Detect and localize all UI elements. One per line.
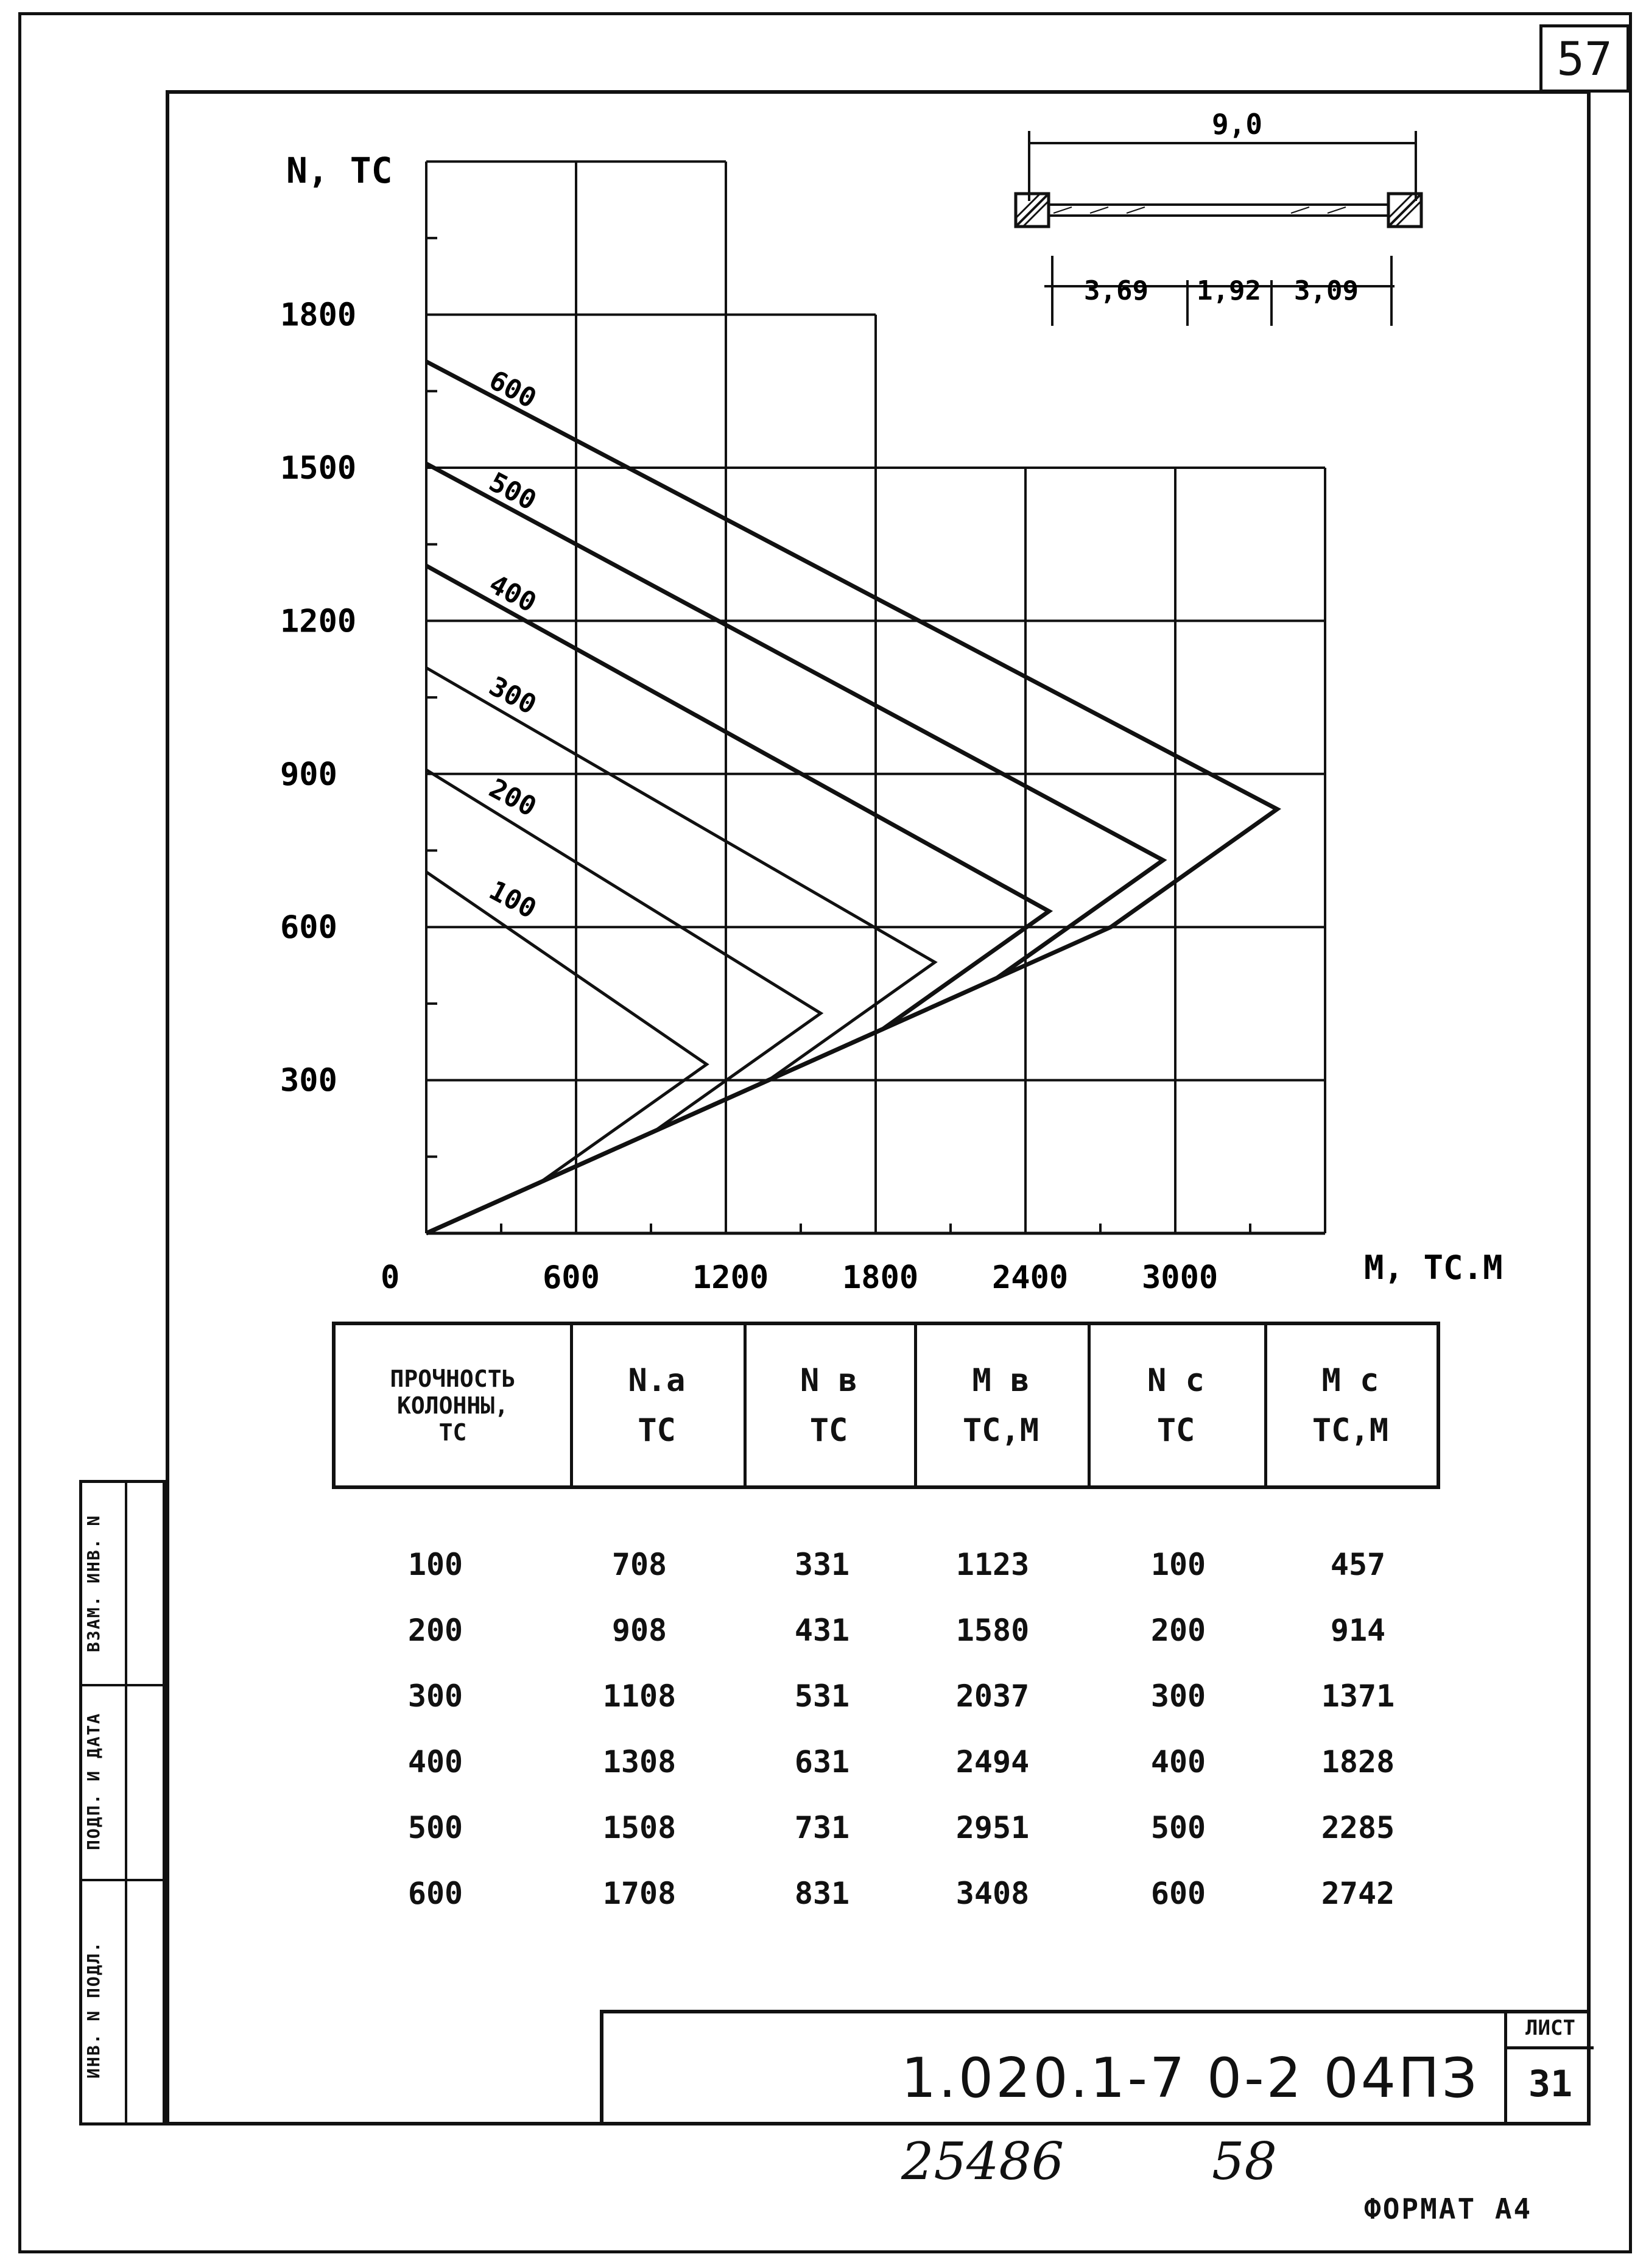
table-cell: 2037 (955, 1678, 1030, 1714)
format-label: ФОРМАТ А4 (1364, 2192, 1533, 2225)
chart-axes (426, 236, 1251, 1233)
header-mc: М с ТС,М (1312, 1362, 1389, 1449)
table-cell: 300 (1150, 1678, 1206, 1714)
table-cell: 200 (1150, 1613, 1206, 1648)
table-cell: 1708 (602, 1876, 677, 1911)
table-cell: 1508 (602, 1810, 677, 1845)
title-block (600, 2010, 1591, 2125)
podp-data-label: ПОДП. И ДАТА (83, 1712, 104, 1851)
chart-grid (425, 160, 1326, 1235)
header-nc: N с ТС (1147, 1362, 1205, 1449)
table-cell: 2494 (955, 1744, 1030, 1780)
table-divider (570, 1325, 573, 1485)
section-segment-2: 1,92 (1197, 275, 1261, 306)
table-cell: 631 (794, 1744, 850, 1780)
table-divider (1088, 1325, 1091, 1485)
x-tick-label: 0 (381, 1259, 399, 1296)
table-cell: 331 (794, 1547, 850, 1582)
series-label-300: 300 (484, 671, 541, 720)
table-cell: 1828 (1321, 1744, 1395, 1780)
chart: 0 600 1200 1800 2400 3000 300 600 900 1200 1500 180… (280, 108, 1503, 1296)
series-line-300 (425, 666, 938, 1235)
table-divider (744, 1325, 747, 1485)
sheet-number: 31 (1528, 2063, 1573, 2105)
strength-table-header: ПРОЧНОСТЬ КОЛОННЫ, ТС N.a ТС N в ТС М в ТС,… (332, 1322, 1440, 1489)
series-label-200: 200 (484, 773, 541, 823)
table-cell: 400 (1150, 1744, 1206, 1780)
table-divider (1264, 1325, 1267, 1485)
table-cell: 908 (611, 1613, 667, 1648)
table-cell: 914 (1330, 1613, 1386, 1648)
series-line-600 (425, 359, 1281, 1236)
series-line-200 (425, 768, 824, 1235)
inv-podl-label: ИНВ. N ПОДЛ. (83, 1940, 104, 2079)
table-divider (914, 1325, 917, 1485)
x-tick-label: 1800 (842, 1259, 918, 1296)
table-cell: 731 (794, 1810, 850, 1845)
sheet-label: ЛИСТ (1507, 2010, 1594, 2049)
strip-divider (125, 1483, 127, 2122)
chart-tick-labels: 0 600 1200 1800 2400 3000 300 600 900 1200 1500 180… (280, 297, 1218, 1296)
header-mb: М в ТС,М (962, 1362, 1039, 1449)
header-column-strength: ПРОЧНОСТЬ КОЛОННЫ, ТС (390, 1365, 516, 1446)
table-cell: 1308 (602, 1744, 677, 1780)
series-label-400: 400 (484, 569, 541, 619)
handwritten-number-right: 58 (1212, 2132, 1277, 2191)
section-segment-1: 3,69 (1084, 275, 1148, 306)
table-cell: 531 (794, 1678, 850, 1714)
x-tick-label: 2400 (992, 1259, 1068, 1296)
table-cell: 200 (407, 1613, 463, 1648)
y-tick-label: 600 (280, 909, 337, 946)
section-segment-3: 3,09 (1294, 275, 1359, 306)
table-cell: 1371 (1321, 1678, 1395, 1714)
table-cell: 600 (407, 1876, 463, 1911)
strip-divider (82, 1684, 163, 1686)
y-axis-label: N, ТС (286, 150, 393, 191)
table-cell: 600 (1150, 1876, 1206, 1911)
table-cell: 1123 (955, 1547, 1030, 1582)
x-tick-label: 1200 (692, 1259, 768, 1296)
x-axis-label: М, ТС.М (1364, 1248, 1503, 1287)
y-tick-label: 300 (280, 1063, 337, 1099)
series-label-500: 500 (484, 467, 541, 516)
x-tick-label: 3000 (1142, 1259, 1218, 1296)
section-diagram: 9,0 3,69 1,92 3,09 (1014, 108, 1423, 326)
vzam-inv-label: ВЗАМ. ИНВ. N (83, 1514, 104, 1653)
series-line-500 (425, 462, 1167, 1236)
table-cell: 500 (407, 1810, 463, 1845)
sheet-number-cell: ЛИСТ 31 (1504, 2010, 1594, 2125)
header-na: N.a ТС (628, 1362, 686, 1449)
strip-divider (82, 1879, 163, 1881)
table-cell: 300 (407, 1678, 463, 1714)
y-tick-label: 900 (280, 756, 337, 793)
outer-frame (18, 12, 1632, 2253)
sheet-corner-number: 57 (1539, 24, 1630, 93)
y-tick-label: 1500 (280, 450, 356, 487)
table-cell: 1108 (602, 1678, 677, 1714)
table-cell: 1580 (955, 1613, 1030, 1648)
table-cell: 708 (611, 1547, 667, 1582)
table-cell: 100 (407, 1547, 463, 1582)
table-cell: 3408 (955, 1876, 1030, 1911)
document-code: 1.020.1-7 0-2 04ПЗ (901, 2046, 1480, 2110)
table-cell: 457 (1330, 1547, 1386, 1582)
y-tick-label: 1200 (280, 603, 356, 639)
side-stamp-strip: ИНВ. N ПОДЛ. ПОДП. И ДАТА ВЗАМ. ИНВ. N (79, 1480, 166, 2125)
section-total-length: 9,0 (1212, 108, 1262, 141)
table-cell: 100 (1150, 1547, 1206, 1582)
y-tick-label: 1800 (280, 297, 356, 334)
header-nb: N в ТС (800, 1362, 857, 1449)
handwritten-number-left: 25486 (901, 2132, 1064, 2191)
table-cell: 2285 (1321, 1810, 1395, 1845)
table-cell: 500 (1150, 1810, 1206, 1845)
table-cell: 431 (794, 1613, 850, 1648)
table-cell: 831 (794, 1876, 850, 1911)
x-tick-label: 600 (543, 1259, 600, 1296)
table-cell: 2742 (1321, 1876, 1395, 1911)
series-label-600: 600 (484, 364, 541, 414)
table-cell: 2951 (955, 1810, 1030, 1845)
table-cell: 400 (407, 1744, 463, 1780)
